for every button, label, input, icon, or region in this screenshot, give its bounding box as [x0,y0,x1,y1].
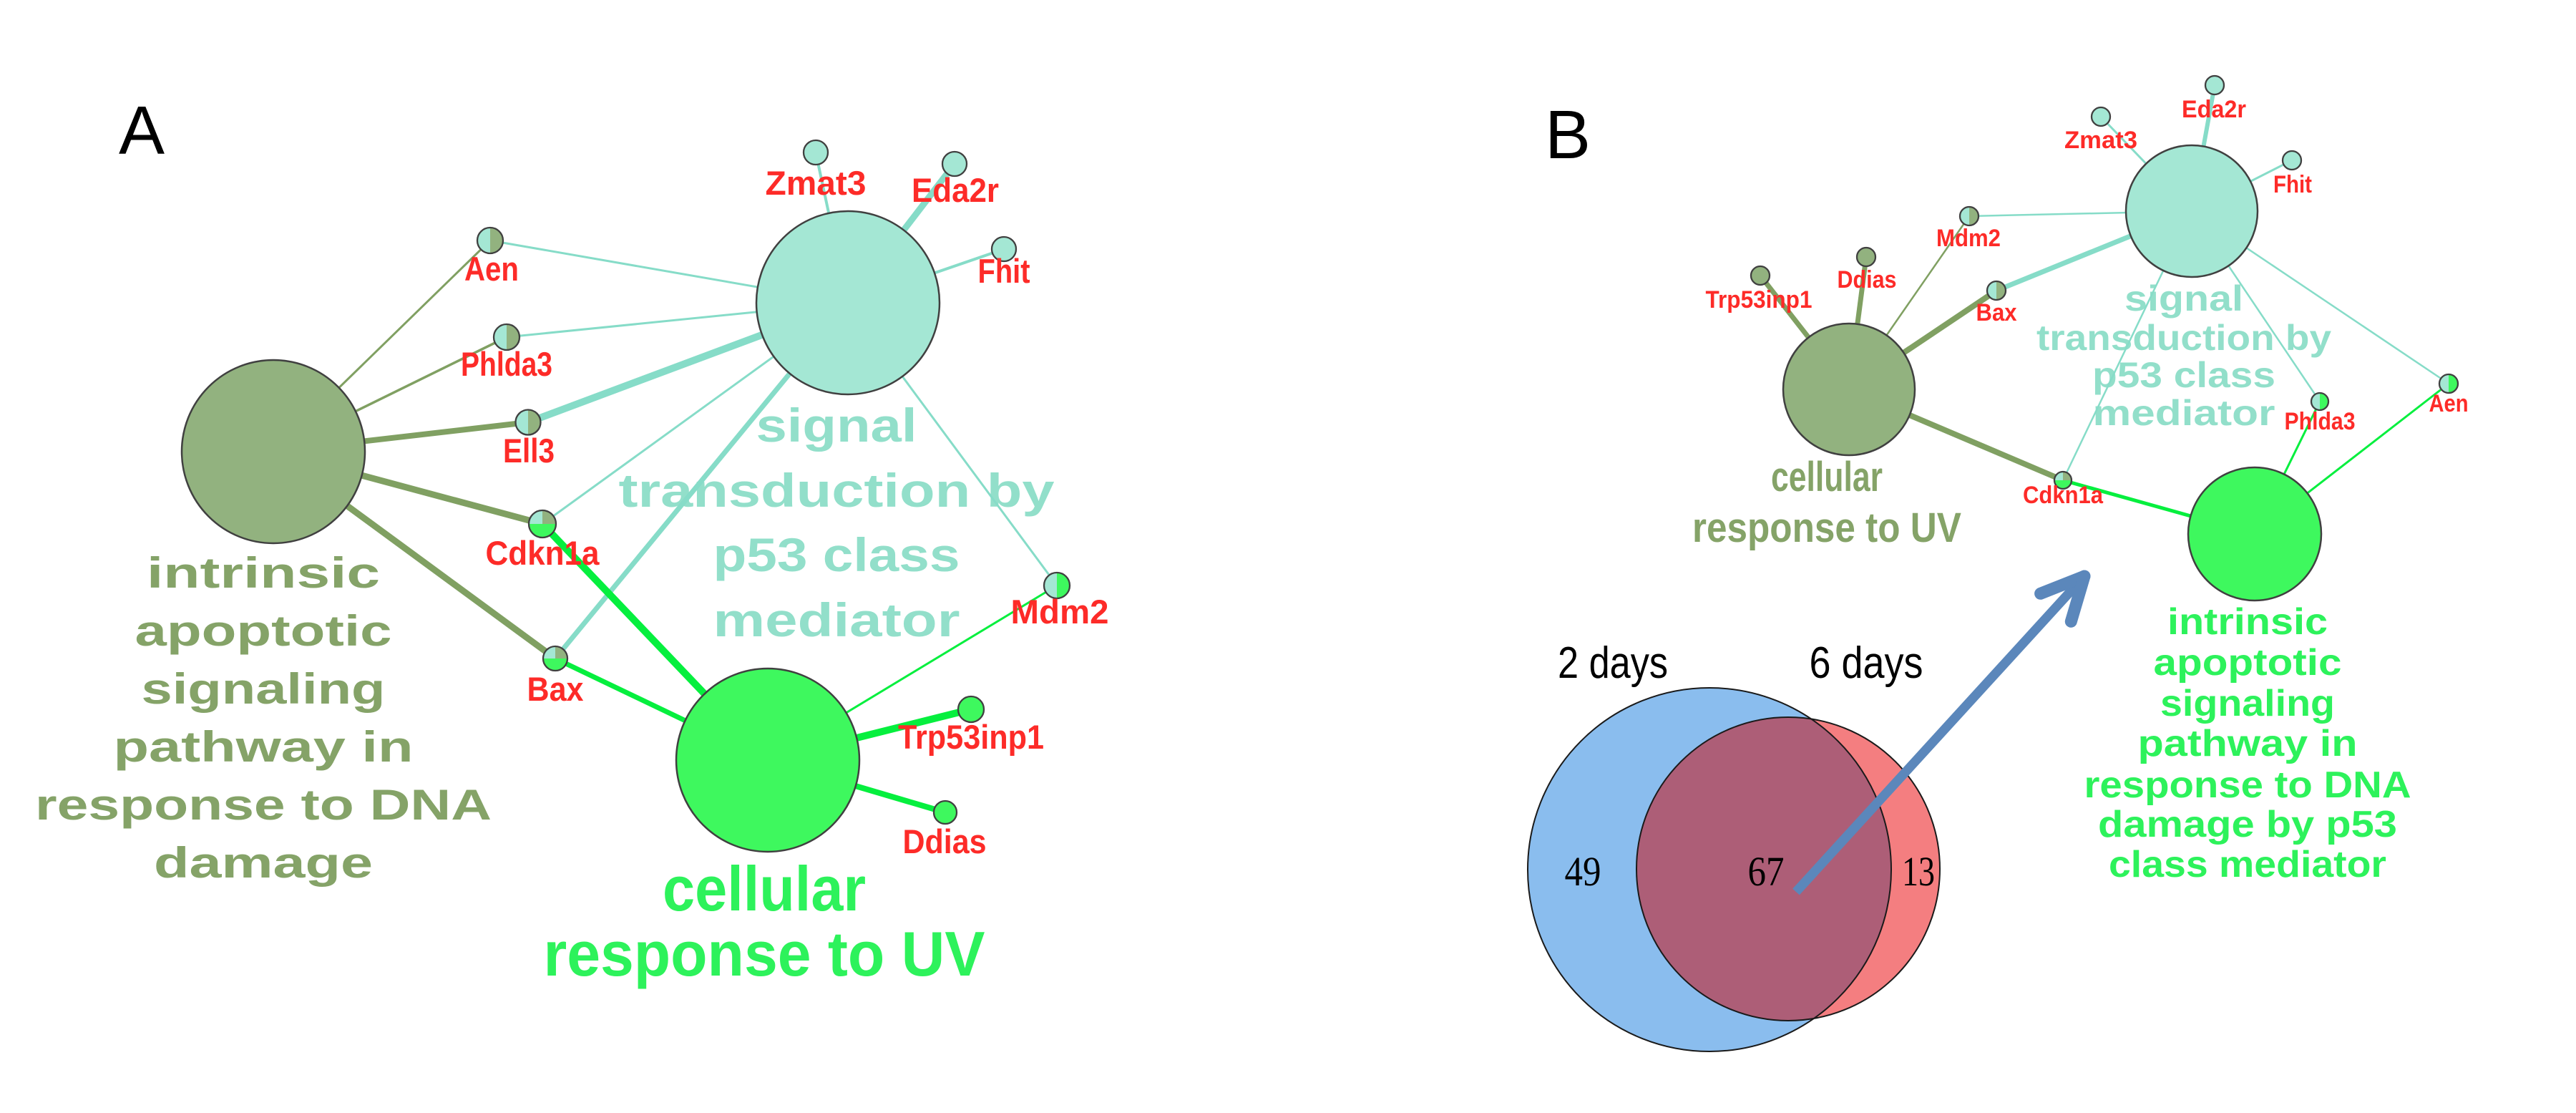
svg-text:Eda2r: Eda2r [912,171,999,209]
svg-text:response to UV: response to UV [1692,505,1961,551]
svg-text:mediator: mediator [713,593,960,646]
svg-text:p53 class: p53 class [2092,355,2275,395]
svg-text:A: A [119,92,165,169]
svg-text:cellular: cellular [1771,454,1883,500]
svg-text:Zmat3: Zmat3 [2064,127,2137,154]
svg-text:response to DNA: response to DNA [2084,764,2411,806]
svg-text:Cdkn1a: Cdkn1a [486,534,600,572]
svg-text:6 days: 6 days [1810,638,1923,688]
svg-text:pathway in: pathway in [114,723,414,771]
svg-text:p53 class: p53 class [713,528,960,581]
svg-text:Zmat3: Zmat3 [766,164,867,202]
svg-text:Ddias: Ddias [1838,266,1897,293]
svg-text:Mdm2: Mdm2 [1936,225,2001,252]
svg-text:Aen: Aen [464,250,519,288]
svg-text:cellular: cellular [663,853,866,924]
svg-text:13: 13 [1902,848,1935,895]
svg-text:transduction by: transduction by [619,464,1055,517]
svg-text:Aen: Aen [2429,390,2469,417]
svg-text:damage: damage [154,839,373,887]
svg-text:2 days: 2 days [1558,638,1668,688]
svg-text:67: 67 [1748,848,1785,895]
svg-text:damage by p53: damage by p53 [2098,804,2397,845]
svg-text:Bax: Bax [527,670,584,708]
svg-text:mediator: mediator [2093,393,2275,433]
svg-text:response to DNA: response to DNA [35,781,492,829]
svg-text:apoptotic: apoptotic [2154,642,2342,684]
svg-text:signal: signal [756,399,917,452]
svg-text:B: B [1545,97,1591,173]
svg-text:Ell3: Ell3 [503,432,555,470]
svg-text:apoptotic: apoptotic [135,607,392,655]
svg-text:Fhit: Fhit [2273,171,2312,198]
svg-text:transduction by: transduction by [2036,318,2331,358]
svg-text:pathway in: pathway in [2138,723,2358,764]
svg-text:class mediator: class mediator [2109,844,2386,885]
svg-text:signaling: signaling [142,665,386,713]
svg-text:Cdkn1a: Cdkn1a [2023,482,2104,509]
svg-text:Bax: Bax [1976,299,2017,326]
svg-text:response to UV: response to UV [544,918,985,989]
svg-text:Trp53inp1: Trp53inp1 [1706,286,1813,314]
svg-text:Fhit: Fhit [978,252,1030,290]
svg-text:intrinsic: intrinsic [2167,601,2328,643]
svg-text:Mdm2: Mdm2 [1011,593,1109,631]
svg-text:Eda2r: Eda2r [2182,96,2246,123]
svg-text:49: 49 [1565,848,1601,895]
svg-text:signaling: signaling [2160,683,2335,724]
svg-text:Ddias: Ddias [903,822,987,860]
svg-text:Phlda3: Phlda3 [461,345,552,383]
svg-text:Trp53inp1: Trp53inp1 [898,718,1044,756]
svg-text:intrinsic: intrinsic [147,549,380,597]
svg-text:Phlda3: Phlda3 [2285,408,2356,435]
